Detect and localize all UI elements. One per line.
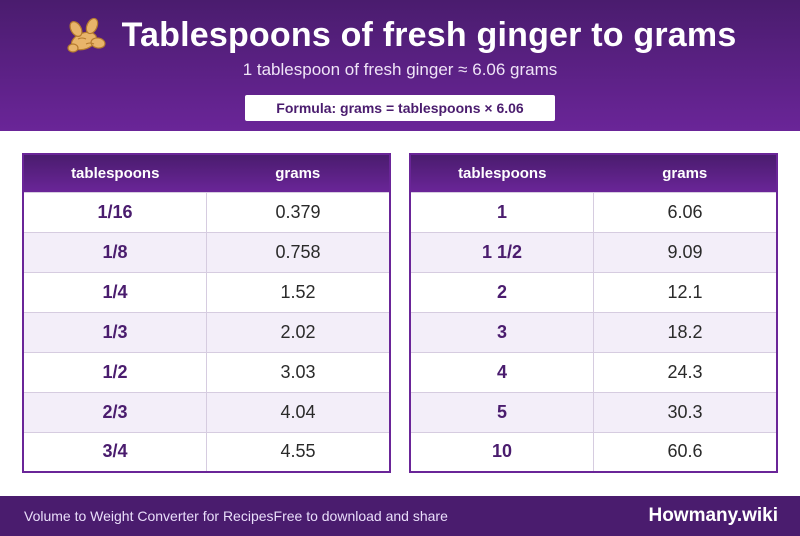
- column-header-tablespoons: tablespoons: [23, 154, 207, 192]
- grams-cell: 1.52: [206, 271, 390, 312]
- tablespoons-cell: 1/8: [23, 231, 207, 272]
- table-row: 3 18.2: [410, 311, 777, 352]
- table-header-row: tablespoons grams: [410, 154, 777, 192]
- grams-cell: 2.02: [206, 311, 390, 352]
- footer-description: Volume to Weight Converter for Recipes: [24, 508, 274, 524]
- grams-cell: 18.2: [593, 311, 777, 352]
- grams-cell: 4.04: [206, 391, 390, 432]
- table-row: 1/4 1.52: [23, 271, 390, 312]
- formula-badge: Formula: grams = tablespoons × 6.06: [245, 95, 555, 121]
- column-header-grams: grams: [206, 154, 390, 192]
- table-row: 1/3 2.02: [23, 311, 390, 352]
- table-row: 1/8 0.758: [23, 231, 390, 272]
- ginger-icon: [66, 17, 106, 53]
- tablespoons-cell: 1 1/2: [410, 231, 594, 272]
- table-header-row: tablespoons grams: [23, 154, 390, 192]
- table-row: 3/4 4.55: [23, 431, 390, 472]
- table-row: 2 12.1: [410, 271, 777, 312]
- table-row: 10 60.6: [410, 431, 777, 472]
- table-row: 1 1/2 9.09: [410, 231, 777, 272]
- footer-share-text: Free to download and share: [273, 508, 448, 524]
- tablespoons-cell: 3/4: [23, 431, 207, 472]
- tablespoons-cell: 1/3: [23, 311, 207, 352]
- grams-cell: 0.758: [206, 231, 390, 272]
- header-banner: Tablespoons of fresh ginger to grams 1 t…: [0, 0, 800, 131]
- table-row: 1 6.06: [410, 191, 777, 232]
- tablespoons-cell: 2/3: [23, 391, 207, 432]
- tablespoons-cell: 5: [410, 391, 594, 432]
- table-row: 4 24.3: [410, 351, 777, 392]
- grams-cell: 6.06: [593, 191, 777, 232]
- footer-bar: Volume to Weight Converter for Recipes F…: [0, 496, 800, 536]
- column-header-grams: grams: [593, 154, 777, 192]
- grams-cell: 0.379: [206, 191, 390, 232]
- conversion-table-right: tablespoons grams 1 6.06 1 1/2 9.09 2 12…: [409, 153, 778, 473]
- title-row: Tablespoons of fresh ginger to grams: [0, 12, 800, 58]
- grams-cell: 60.6: [593, 431, 777, 472]
- table-row: 1/16 0.379: [23, 191, 390, 232]
- grams-cell: 12.1: [593, 271, 777, 312]
- tablespoons-cell: 3: [410, 311, 594, 352]
- tablespoons-cell: 1: [410, 191, 594, 232]
- tablespoons-cell: 10: [410, 431, 594, 472]
- tablespoons-cell: 2: [410, 271, 594, 312]
- grams-cell: 30.3: [593, 391, 777, 432]
- table-row: 1/2 3.03: [23, 351, 390, 392]
- table-row: 5 30.3: [410, 391, 777, 432]
- grams-cell: 4.55: [206, 431, 390, 472]
- grams-cell: 24.3: [593, 351, 777, 392]
- grams-cell: 3.03: [206, 351, 390, 392]
- grams-cell: 9.09: [593, 231, 777, 272]
- page-title: Tablespoons of fresh ginger to grams: [121, 15, 737, 54]
- tablespoons-cell: 1/2: [23, 351, 207, 392]
- conversion-table-left: tablespoons grams 1/16 0.379 1/8 0.758 1…: [22, 153, 391, 473]
- table-row: 2/3 4.04: [23, 391, 390, 432]
- column-header-tablespoons: tablespoons: [410, 154, 594, 192]
- tablespoons-cell: 1/4: [23, 271, 207, 312]
- page-subtitle: 1 tablespoon of fresh ginger ≈ 6.06 gram…: [242, 60, 558, 79]
- brand-link[interactable]: Howmany.wiki: [648, 505, 778, 526]
- tablespoons-cell: 1/16: [23, 191, 207, 232]
- tablespoons-cell: 4: [410, 351, 594, 392]
